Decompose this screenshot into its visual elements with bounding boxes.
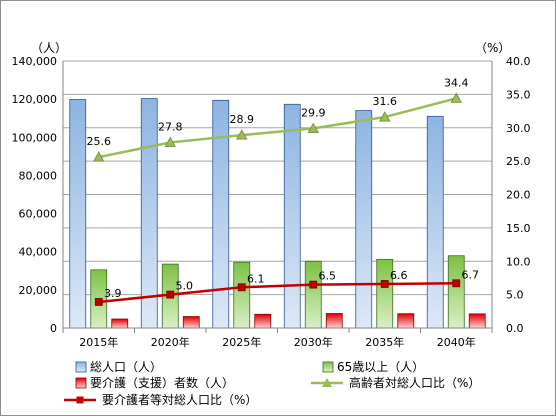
care-ratio-data-label: 6.7 — [462, 268, 480, 281]
legend-care-need-swatch — [75, 377, 87, 389]
total-population-bar — [140, 98, 158, 329]
data-labels: 25.6 27.8 28.9 29.9 31.6 34.4 3.9 5.0 6.1 6.5 6.6 6… — [87, 76, 480, 300]
right-tick-label: 10.0 — [506, 255, 531, 268]
care-ratio-data-label: 6.5 — [319, 270, 337, 283]
aged-ratio-marker — [450, 92, 462, 103]
legend-care-ratio-swatch-marker — [76, 396, 84, 404]
total-population-bar — [212, 99, 230, 329]
aged-ratio-marker — [93, 151, 105, 162]
care-ratio-data-label: 6.6 — [390, 269, 408, 282]
left-tick-label: 40,000 — [19, 246, 58, 259]
care-ratio-marker — [309, 280, 318, 289]
care-ratio-data-label: 6.1 — [247, 272, 265, 285]
x-tick-label: 2025年 — [222, 335, 261, 349]
care-ratio-data-label: 5.0 — [176, 280, 194, 293]
care-ratio-line — [98, 282, 457, 304]
aged-ratio-data-label: 28.9 — [230, 113, 255, 126]
legend-aged-65plus-label: 65歳以上（人） — [337, 360, 424, 374]
care-ratio-marker — [237, 283, 246, 292]
care-ratio-marker — [94, 298, 103, 306]
aged-ratio-data-label: 31.6 — [373, 95, 398, 108]
care-ratio-marker — [166, 290, 175, 299]
care-ratio-marker — [452, 279, 461, 288]
right-tick-label: 20.0 — [506, 189, 531, 202]
bars — [69, 98, 486, 329]
care-ratio-marker — [380, 280, 389, 288]
legend-care-ratio: 要介護者等対総人口比（%） — [64, 392, 257, 407]
axes: 0 20,000 40,000 60,000 80,000 100,000 120,000 1… — [12, 55, 531, 349]
right-tick-label: 30.0 — [506, 122, 531, 135]
aged-ratio-marker — [379, 111, 391, 122]
aged-ratio-data-label: 25.6 — [87, 135, 112, 148]
care-ratio-data-label: 3.9 — [104, 287, 122, 300]
left-tick-label: 100,000 — [12, 131, 58, 144]
total-population-bar — [355, 110, 373, 329]
care-need-bar — [254, 313, 272, 329]
right-tick-label: 15.0 — [506, 222, 531, 235]
legend-care-ratio-label: 要介護者等対総人口比（%） — [102, 392, 257, 407]
x-tick-label: 2020年 — [151, 335, 190, 349]
left-tick-label: 20,000 — [19, 284, 58, 297]
care-need-bar — [397, 313, 415, 329]
right-tick-label: 35.0 — [506, 88, 531, 101]
total-population-bar — [426, 115, 444, 329]
left-tick-label: 60,000 — [19, 208, 58, 221]
total-population-bar — [283, 103, 301, 329]
right-tick-label: 40.0 — [506, 55, 531, 68]
total-population-bar — [69, 99, 87, 329]
aged-ratio-marker — [164, 136, 176, 147]
line-series — [93, 92, 462, 306]
left-tick-label: 120,000 — [12, 93, 58, 106]
care-need-bar — [182, 316, 200, 329]
aged-ratio-data-label: 34.4 — [444, 76, 469, 89]
aged-ratio-data-label: 29.9 — [301, 106, 326, 119]
left-tick-label: 0 — [50, 322, 57, 335]
aged-ratio-data-label: 27.8 — [158, 120, 183, 133]
legend-total-population: 総人口（人） — [75, 360, 162, 374]
legend-aged-ratio-label: 高齢者対総人口比（%） — [349, 375, 480, 390]
x-tick-label: 2015年 — [79, 335, 118, 349]
x-tick-label: 2035年 — [365, 335, 404, 349]
legend-total-population-swatch — [75, 361, 87, 373]
aged-ratio-line — [98, 97, 457, 159]
left-tick-label: 80,000 — [19, 169, 58, 182]
x-tick-label: 2030年 — [294, 335, 333, 349]
legend-aged-ratio: 高齢者対総人口比（%） — [311, 375, 480, 390]
aged-65plus-bar — [447, 255, 465, 329]
care-need-bar — [111, 318, 129, 329]
right-tick-label: 25.0 — [506, 155, 531, 168]
legend-aged-ratio-swatch-marker — [322, 378, 332, 387]
right-axis-unit: （%） — [475, 41, 510, 55]
care-need-bar — [468, 313, 486, 329]
legend: 総人口（人） 65歳以上（人） 要介護（支援）者数（人） 高齢者対総人口比（%） 要介護… — [64, 360, 480, 407]
right-tick-label: 0.0 — [506, 322, 524, 335]
x-tick-label: 2040年 — [437, 335, 476, 349]
aged-ratio-marker — [236, 129, 248, 140]
legend-care-need-label: 要介護（支援）者数（人） — [90, 375, 234, 390]
legend-aged-65plus-swatch — [322, 361, 334, 373]
legend-total-population-label: 総人口（人） — [90, 360, 162, 374]
left-axis-unit: （人） — [31, 41, 67, 55]
aged-ratio-marker — [307, 122, 319, 133]
legend-aged-65plus: 65歳以上（人） — [322, 360, 424, 374]
care-need-bar — [325, 313, 343, 329]
right-tick-label: 5.0 — [506, 289, 524, 302]
legend-care-need: 要介護（支援）者数（人） — [75, 375, 234, 390]
left-tick-label: 140,000 — [12, 55, 58, 68]
grid-lines — [63, 60, 492, 329]
